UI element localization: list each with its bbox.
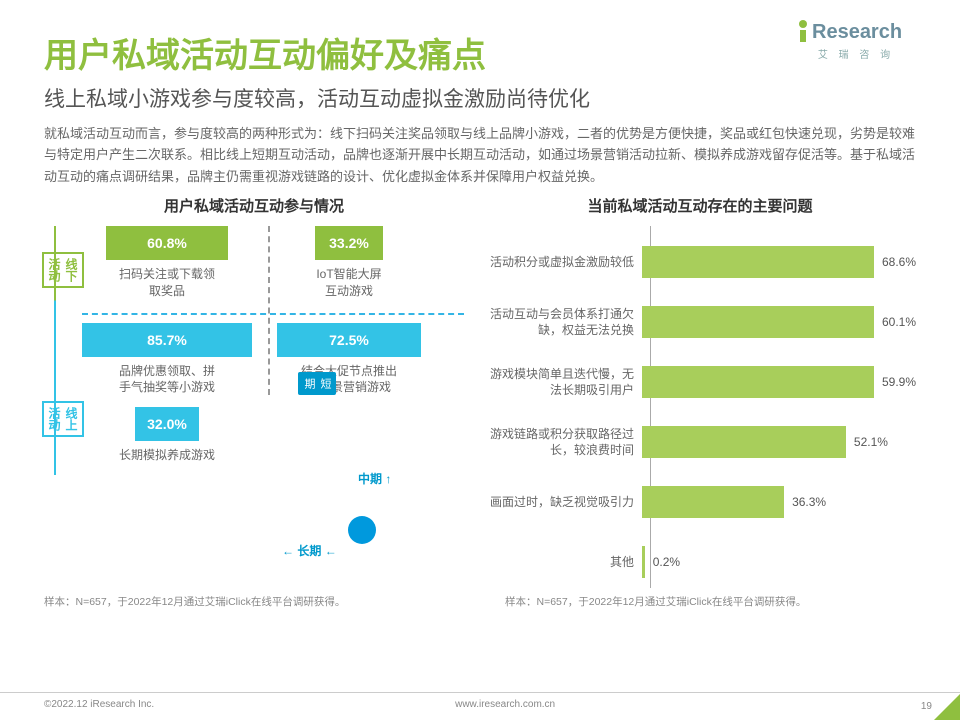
online-axis-label: 线上活动 xyxy=(42,401,84,437)
hbar-fill xyxy=(642,426,846,458)
right-footnote: 样本：N=657，于2022年12月通过艾瑞iClick在线平台调研获得。 xyxy=(505,594,916,609)
period-dot xyxy=(348,516,376,544)
card-bar: 60.8% xyxy=(106,226,228,260)
card-label: 扫码关注或下载领取奖品 xyxy=(82,260,252,310)
hbar-value: 36.3% xyxy=(792,495,826,509)
hbar-fill xyxy=(642,486,784,518)
page-title: 用户私域活动互动偏好及痛点 xyxy=(44,28,916,77)
participation-card: 33.2%IoT智能大屏互动游戏 xyxy=(264,226,434,310)
hbar-label: 画面过时，缺乏视觉吸引力 xyxy=(484,494,642,511)
logo-subtitle: 艾 瑞 咨 询 xyxy=(796,46,916,61)
hbar-label: 其他 xyxy=(484,554,642,571)
period-mid: 中期 ↑ xyxy=(358,470,391,487)
hbar-value: 59.9% xyxy=(882,375,916,389)
y-axis-line xyxy=(650,226,651,588)
hbar-fill xyxy=(642,306,874,338)
right-chart-title: 当前私域活动互动存在的主要问题 xyxy=(484,195,916,216)
hbar-row: 游戏链路或积分获取路径过长，较浪费时间 52.1% xyxy=(484,412,916,472)
period-long: ← 长期 ← xyxy=(282,542,337,559)
card-label: IoT智能大屏互动游戏 xyxy=(264,260,434,310)
hbar-value: 60.1% xyxy=(882,315,916,329)
hbar-row: 活动互动与会员体系打通欠缺，权益无法兑换 60.1% xyxy=(484,292,916,352)
hbar-fill xyxy=(642,366,874,398)
hbar-label: 游戏链路或积分获取路径过长，较浪费时间 xyxy=(484,426,642,460)
period-short: 短期 xyxy=(298,372,336,395)
hbar-row: 画面过时，缺乏视觉吸引力 36.3% xyxy=(484,472,916,532)
hbar-row: 其他 0.2% xyxy=(484,532,916,592)
participation-card: 32.0%长期模拟养成游戏 xyxy=(82,407,252,475)
hbar-row: 活动积分或虚拟金激励较低 68.6% xyxy=(484,232,916,292)
card-label: 结合大促节点推出的场景营销游戏 xyxy=(264,357,434,407)
section-divider xyxy=(82,313,464,315)
hbar-label: 活动积分或虚拟金激励较低 xyxy=(484,254,642,271)
participation-card: 60.8%扫码关注或下载领取奖品 xyxy=(82,226,252,310)
card-bar: 33.2% xyxy=(315,226,383,260)
vertical-divider xyxy=(268,226,270,395)
participation-card: 85.7%品牌优惠领取、拼手气抽奖等小游戏 xyxy=(82,323,252,407)
participation-card: 72.5%结合大促节点推出的场景营销游戏 xyxy=(264,323,434,407)
corner-accent xyxy=(934,694,960,720)
hbar-row: 游戏模块简单且迭代慢，无法长期吸引用户 59.9% xyxy=(484,352,916,412)
hbar-value: 52.1% xyxy=(854,435,888,449)
left-footnote: 样本：N=657，于2022年12月通过艾瑞iClick在线平台调研获得。 xyxy=(44,594,455,609)
hbar-value: 0.2% xyxy=(653,555,680,569)
hbar-label: 活动互动与会员体系打通欠缺，权益无法兑换 xyxy=(484,306,642,340)
page-subtitle: 线上私域小游戏参与度较高，活动互动虚拟金激励尚待优化 xyxy=(44,83,916,113)
card-label: 长期模拟养成游戏 xyxy=(82,441,252,475)
card-bar: 32.0% xyxy=(135,407,200,441)
page-number: 19 xyxy=(921,701,932,712)
body-paragraph: 就私域活动互动而言，参与度较高的两种形式为：线下扫码关注奖品领取与线上品牌小游戏… xyxy=(44,123,916,187)
hbar-fill xyxy=(642,546,645,578)
card-bar: 72.5% xyxy=(277,323,422,357)
problems-chart: 当前私域活动互动存在的主要问题 活动积分或虚拟金激励较低 68.6% 活动互动与会员… xyxy=(484,195,916,588)
footer-copyright: ©2022.12 iResearch Inc. xyxy=(44,699,154,710)
footer: ©2022.12 iResearch Inc. www.iresearch.co… xyxy=(0,692,960,720)
footer-url: www.iresearch.com.cn xyxy=(455,699,555,710)
logo: Research 艾 瑞 咨 询 xyxy=(796,18,916,61)
card-bar: 85.7% xyxy=(82,323,252,357)
card-label: 品牌优惠领取、拼手气抽奖等小游戏 xyxy=(82,357,252,407)
svg-text:Research: Research xyxy=(812,21,902,43)
offline-axis-label: 线下活动 xyxy=(42,252,84,288)
hbar-value: 68.6% xyxy=(882,255,916,269)
left-chart-title: 用户私域活动互动参与情况 xyxy=(44,195,464,216)
hbar-fill xyxy=(642,246,874,278)
hbar-label: 游戏模块简单且迭代慢，无法长期吸引用户 xyxy=(484,366,642,400)
participation-chart: 用户私域活动互动参与情况 线下活动 线上活动 60.8%扫码关注或下载领取奖品3… xyxy=(44,195,464,588)
